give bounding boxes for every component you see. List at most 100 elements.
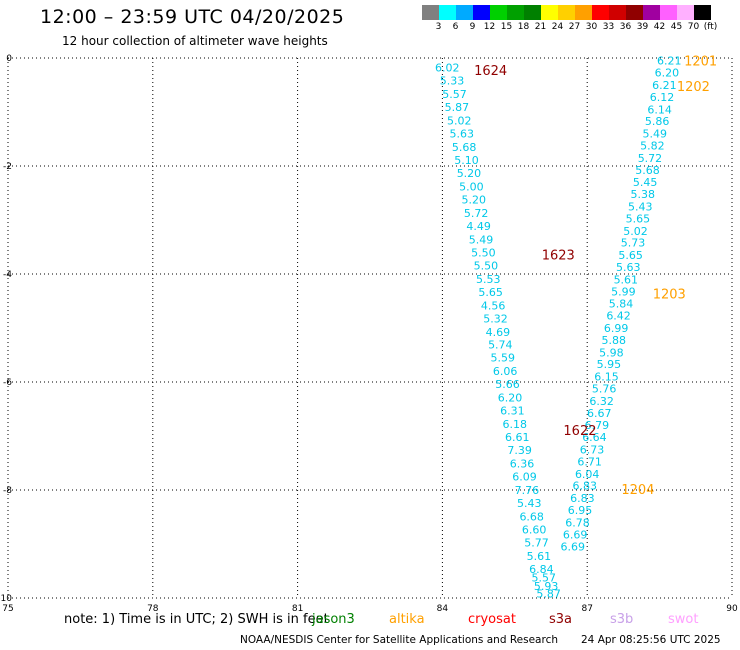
wave-height-label: 6.99: [604, 322, 629, 335]
wave-height-label: 6.14: [647, 103, 672, 116]
wave-height-label: 5.57: [442, 88, 467, 101]
color-scale-label: (ft): [703, 22, 718, 32]
wave-height-label: 6.36: [510, 458, 535, 471]
wave-height-label: 6.02: [435, 62, 460, 75]
wave-height-label: 6.04: [575, 468, 600, 481]
x-tick-label: 78: [147, 604, 159, 614]
wave-height-label: 6.61: [505, 431, 530, 444]
wave-height-label: 5.68: [452, 141, 477, 154]
color-scale-swatch: [507, 5, 524, 20]
wave-height-label: 6.09: [512, 471, 537, 484]
page-title: 12:00 – 23:59 UTC 04/20/2025: [40, 6, 345, 28]
wave-height-label: 6.20: [655, 67, 680, 80]
wave-height-label: 6.06: [493, 365, 518, 378]
color-scale-label: 30: [585, 22, 598, 32]
color-scale-swatch: [524, 5, 541, 20]
wave-height-label: 5.72: [464, 207, 489, 220]
wave-height-label: 5.87: [536, 588, 561, 601]
wave-height-label: 5.65: [478, 286, 503, 299]
legend-s3b: s3b: [610, 612, 634, 627]
wave-height-label: 7.76: [515, 484, 540, 497]
color-scale-label: 27: [568, 22, 581, 32]
wave-height-label: 5.57: [532, 571, 557, 584]
color-scale-swatch: [558, 5, 575, 20]
wave-height-label: 5.59: [490, 352, 515, 365]
wave-height-label: 4.69: [486, 326, 511, 339]
color-scale-label: 21: [534, 22, 547, 32]
wave-height-label: 5.02: [447, 115, 472, 128]
wave-height-label: 6.64: [582, 431, 607, 444]
wave-height-label: 6.69: [560, 541, 585, 554]
page-subtitle: 12 hour collection of altimeter wave hei…: [62, 34, 328, 48]
wave-height-label: 6.79: [585, 419, 610, 432]
color-scale-label: 33: [602, 22, 615, 32]
wave-height-label: 5.33: [440, 75, 465, 88]
wave-height-label: 6.71: [577, 455, 602, 468]
x-tick-label: 87: [581, 604, 592, 614]
color-scale-label: 70: [687, 22, 700, 32]
color-scale-label: 18: [517, 22, 530, 32]
color-scale-swatch: [677, 5, 694, 20]
wave-height-label: 5.50: [471, 246, 496, 259]
color-scale-swatch: [643, 5, 660, 20]
wave-height-label: 6.20: [498, 392, 523, 405]
y-tick-label: 0: [6, 54, 12, 64]
wave-height-label: 6.73: [580, 444, 605, 457]
color-scale-label: 45: [670, 22, 683, 32]
color-scale-label: 24: [551, 22, 564, 32]
y-tick-label: -8: [3, 486, 12, 496]
wave-height-label: 6.83: [573, 480, 598, 493]
time-label: 1622: [563, 424, 596, 439]
wave-height-label: 5.49: [643, 128, 668, 141]
wave-height-label: 5.20: [457, 167, 482, 180]
footer-credit: NOAA/NESDIS Center for Satellite Applica…: [240, 634, 558, 646]
y-tick-label: -10: [0, 594, 12, 604]
wave-height-label: 5.63: [449, 128, 474, 141]
legend-altika: altika: [389, 612, 425, 627]
wave-height-label: 5.72: [638, 152, 663, 165]
time-label: 1203: [653, 287, 686, 302]
color-scale-swatch: [694, 5, 711, 20]
wave-height-label: 6.12: [650, 91, 675, 104]
wave-height-label: 5.10: [454, 154, 479, 167]
wave-height-label: 5.53: [476, 273, 501, 286]
wave-height-label: 6.15: [594, 371, 619, 384]
wave-height-label: 6.60: [522, 523, 547, 536]
wave-height-label: 5.43: [628, 201, 653, 214]
y-tick-label: -4: [3, 270, 12, 280]
wave-height-label: 5.99: [611, 285, 636, 298]
color-scale-swatch: [490, 5, 507, 20]
wave-height-label: 5.73: [621, 237, 646, 250]
x-tick-label: 81: [292, 604, 303, 614]
wave-height-label: 5.49: [469, 233, 494, 246]
wave-height-label: 5.98: [599, 346, 624, 359]
wave-height-label: 5.20: [462, 193, 487, 206]
wave-height-label: 7.39: [507, 444, 532, 457]
legend-swot: swot: [668, 612, 699, 627]
wave-height-label: 6.67: [587, 407, 612, 420]
time-label: 1204: [621, 483, 654, 498]
color-scale-label: 36: [619, 22, 632, 32]
wave-height-label: 5.61: [527, 550, 552, 563]
time-label: 1201: [684, 55, 717, 70]
color-scale-swatch: [456, 5, 473, 20]
wave-height-label: 6.95: [568, 504, 593, 517]
legend-cryosat: cryosat: [468, 612, 516, 627]
color-scale-swatch: [439, 5, 456, 20]
color-scale-swatch: [609, 5, 626, 20]
wave-height-label: 5.43: [517, 497, 542, 510]
time-label: 1202: [677, 80, 710, 95]
wave-height-label: 5.02: [623, 225, 648, 238]
wave-height-label: 5.87: [445, 101, 470, 114]
wave-height-label: 5.61: [614, 273, 639, 286]
color-scale-label: 3: [435, 22, 442, 32]
color-scale-label: 12: [483, 22, 496, 32]
y-tick-label: -6: [3, 378, 12, 388]
wave-height-label: 6.69: [563, 528, 588, 541]
wave-height-label: 5.32: [483, 312, 508, 325]
wave-height-label: 6.18: [503, 418, 528, 431]
wave-height-label: 6.31: [500, 405, 525, 418]
wave-height-label: 5.00: [459, 181, 484, 194]
wave-height-label: 6.83: [570, 492, 595, 505]
